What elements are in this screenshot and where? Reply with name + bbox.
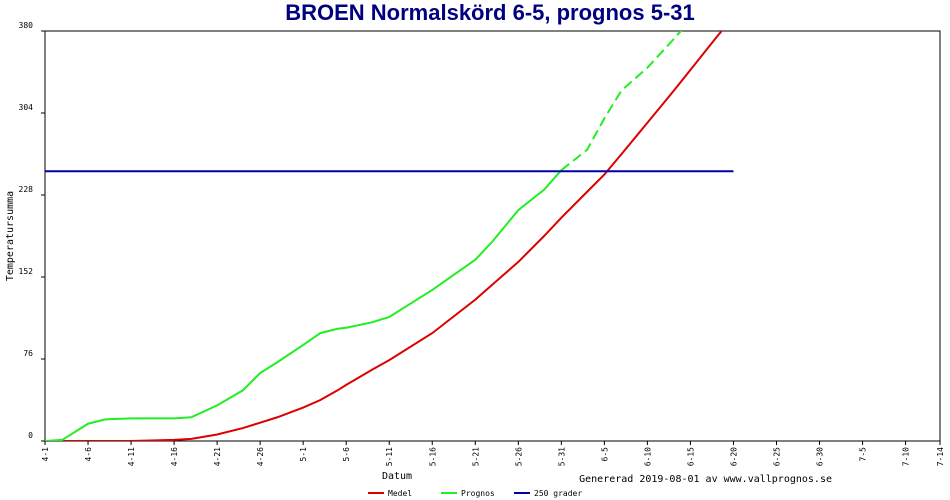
x-tick-label: 5-1 bbox=[299, 447, 308, 462]
x-tick-label: 6-10 bbox=[643, 447, 652, 466]
y-tick-label: 228 bbox=[19, 185, 34, 194]
plot-frame bbox=[44, 30, 941, 442]
x-tick-label: 7-5 bbox=[859, 447, 868, 462]
chart-title: BROEN Normalskörd 6-5, prognos 5-31 bbox=[285, 0, 695, 25]
x-tick-label: 4-11 bbox=[127, 447, 136, 466]
x-tick-label: 5-31 bbox=[557, 447, 566, 466]
footer: Genererad 2019-08-01 av www.vallprognos.… bbox=[579, 474, 832, 485]
x-tick-label: 5-11 bbox=[385, 447, 394, 466]
legend-label: Medel bbox=[388, 489, 412, 498]
y-tick-label: 152 bbox=[19, 267, 34, 276]
y-tick-label: 76 bbox=[23, 349, 33, 358]
y-axis-label: Temperatursumma bbox=[5, 191, 16, 281]
x-tick-label: 6-15 bbox=[686, 447, 695, 466]
series-line bbox=[560, 31, 683, 171]
legend-label: Prognos bbox=[461, 489, 495, 498]
x-tick-label: 7-10 bbox=[902, 447, 911, 466]
x-tick-label: 5-21 bbox=[471, 447, 480, 466]
x-tick-label: 4-6 bbox=[84, 447, 93, 462]
x-tick-label: 6-30 bbox=[816, 447, 825, 466]
x-tick-label: 7-14 bbox=[936, 447, 945, 466]
y-tick-label: 304 bbox=[19, 103, 34, 112]
x-tick-label: 4-1 bbox=[41, 447, 50, 462]
x-tick-label: 5-16 bbox=[428, 447, 437, 466]
series-line bbox=[45, 169, 563, 441]
legend-label: 250 grader bbox=[534, 489, 582, 498]
x-tick-label: 6-5 bbox=[600, 447, 609, 462]
x-tick-label: 6-20 bbox=[729, 447, 738, 466]
x-tick-label: 6-25 bbox=[772, 447, 781, 466]
x-tick-label: 5-6 bbox=[342, 447, 351, 462]
x-axis-label: Datum bbox=[382, 471, 412, 482]
x-tick-label: 4-16 bbox=[170, 447, 179, 466]
y-tick-label: 380 bbox=[19, 21, 34, 30]
x-tick-label: 4-26 bbox=[256, 447, 265, 466]
series-line bbox=[45, 31, 723, 441]
x-tick-label: 5-26 bbox=[514, 447, 523, 466]
x-tick-label: 4-21 bbox=[213, 447, 222, 466]
y-tick-label: 0 bbox=[28, 431, 33, 440]
